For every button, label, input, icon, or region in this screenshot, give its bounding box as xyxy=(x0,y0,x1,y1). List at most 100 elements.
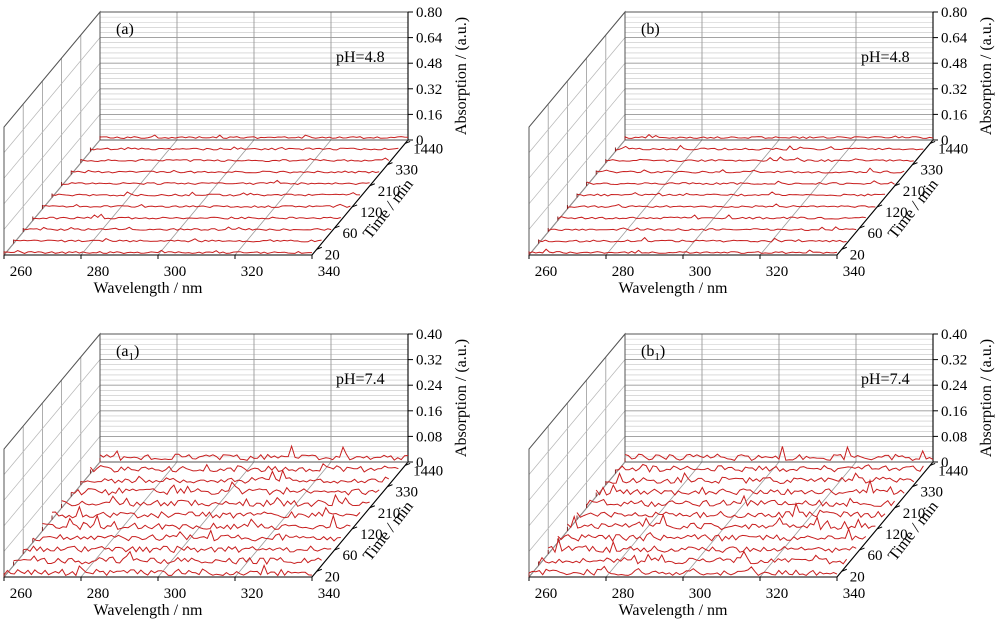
panel-b1: 0 0.08 0.16 0.24 0.32 0.40 Absorption / (a.u.)… xyxy=(528,327,995,619)
x-tick-label: 340 xyxy=(843,264,866,280)
y-tick-label: 330 xyxy=(395,485,418,501)
floor-gridline xyxy=(682,139,780,256)
y-tick-label: 120 xyxy=(885,527,908,543)
y-tick-label: 20 xyxy=(325,569,340,585)
x-tick-label: 340 xyxy=(318,586,341,602)
y-tick-mark xyxy=(859,547,865,551)
panel-label: (a) xyxy=(116,21,134,38)
left-wall-hgridline xyxy=(528,436,626,552)
y-tick-mark xyxy=(876,204,883,208)
y-tick-mark xyxy=(929,140,936,144)
z-tick-label: 0.64 xyxy=(416,31,443,47)
spectrum-trace xyxy=(13,550,322,565)
y-tick-mark xyxy=(316,568,322,572)
y-tick-label: 60 xyxy=(342,548,357,564)
z-tick-label: 0.16 xyxy=(941,107,968,123)
z-tick-label: 0.32 xyxy=(416,353,442,369)
x-tick-label: 340 xyxy=(843,586,866,602)
spectrum-trace xyxy=(557,527,867,543)
y-tick-mark xyxy=(912,484,918,488)
y-tick-mark xyxy=(912,162,918,166)
y-axis-line xyxy=(311,461,409,578)
x-tick-label: 320 xyxy=(766,264,789,280)
z-tick-label: 0.24 xyxy=(416,378,443,394)
spectrum-trace xyxy=(615,144,924,151)
y-tick-label: 330 xyxy=(920,485,943,501)
spectrum-trace xyxy=(99,444,409,462)
panel-label-main: (b xyxy=(641,21,654,38)
y-tick-label: 120 xyxy=(360,527,383,543)
spectrum-trace xyxy=(595,478,905,496)
z-tick-label: 0.48 xyxy=(416,56,442,72)
y-tick-label: 1440 xyxy=(938,141,968,157)
spectrum-trace xyxy=(567,513,876,531)
y-tick-mark xyxy=(841,568,847,572)
y-tick-mark xyxy=(929,462,936,466)
floor-gridline xyxy=(759,139,857,256)
ph-condition-label: pH=4.8 xyxy=(336,49,385,66)
spectrum-trace xyxy=(538,236,847,243)
y-tick-label: 120 xyxy=(885,205,908,221)
z-tick-label: 0.32 xyxy=(941,82,967,98)
ph-condition-label: pH=7.4 xyxy=(336,371,385,388)
left-wall-hgridline xyxy=(528,37,626,153)
spectrum-trace xyxy=(528,248,838,255)
z-tick-label: 0.24 xyxy=(941,378,968,394)
y-tick-mark xyxy=(316,246,322,250)
x-tick-label: 300 xyxy=(689,586,712,602)
y-tick-mark xyxy=(369,505,375,509)
x-tick-label: 260 xyxy=(10,586,33,602)
spectrum-trace xyxy=(596,167,905,174)
spectrum-trace xyxy=(90,146,399,151)
panel-label: (b) xyxy=(641,21,660,38)
spectrum-trace xyxy=(90,463,399,473)
y-tick-mark xyxy=(841,246,847,250)
z-tick-label: 0.32 xyxy=(941,353,967,369)
floor-gridline xyxy=(605,461,703,578)
panel-label: (b1) xyxy=(641,343,665,363)
floor-gridline xyxy=(759,461,857,578)
spectrum-trace xyxy=(80,469,390,484)
spectrum-trace xyxy=(42,203,351,209)
x-tick-label: 340 xyxy=(318,264,341,280)
y-tick-label: 60 xyxy=(867,226,882,242)
y-tick-mark xyxy=(404,140,411,144)
left-wall-hgridline xyxy=(3,37,101,153)
spectrum-trace xyxy=(32,213,341,220)
y-tick-label: 120 xyxy=(360,205,383,221)
z-tick-label: 0.08 xyxy=(941,429,967,445)
left-wall-hgridline xyxy=(3,359,101,475)
x-tick-label: 280 xyxy=(87,264,110,280)
left-wall-hgridline xyxy=(3,114,101,230)
ph-condition-label: pH=7.4 xyxy=(861,371,910,388)
y-axis-line xyxy=(836,461,934,578)
y-tick-label: 330 xyxy=(395,163,418,179)
spectrum-trace xyxy=(23,226,332,231)
panel-b: 0 0.16 0.32 0.48 0.64 0.80 Absorption / (a.u.)… xyxy=(528,5,995,297)
panel-label: (a1) xyxy=(116,343,139,363)
left-wall-hgridline xyxy=(528,359,626,475)
panel-label-end: ) xyxy=(134,343,139,360)
panel-label-end: ) xyxy=(660,343,665,360)
left-wall-hgridline xyxy=(528,410,626,527)
spectrum-trace xyxy=(3,249,312,255)
z-tick-label: 0.64 xyxy=(941,31,968,47)
z-axis-label: Absorption / (a.u.) xyxy=(453,17,470,135)
y-tick-mark xyxy=(334,225,340,229)
z-tick-label: 0 xyxy=(941,455,949,471)
y-tick-mark xyxy=(387,162,393,166)
spectrum-trace xyxy=(548,226,857,232)
left-wall-hgridline xyxy=(3,436,101,552)
x-axis-label: Wavelength / nm xyxy=(94,280,203,297)
z-tick-label: 0.48 xyxy=(941,56,967,72)
x-axis-label: Wavelength / nm xyxy=(619,602,728,619)
y-axis-line xyxy=(836,139,934,256)
left-wall-frame xyxy=(3,10,101,257)
left-wall-hgridline xyxy=(528,88,626,205)
spectrum-trace xyxy=(576,191,886,197)
y-tick-label: 210 xyxy=(378,184,401,200)
spectrum-trace xyxy=(605,471,915,485)
x-tick-label: 300 xyxy=(164,586,187,602)
x-tick-label: 280 xyxy=(612,264,635,280)
y-tick-mark xyxy=(404,462,411,466)
